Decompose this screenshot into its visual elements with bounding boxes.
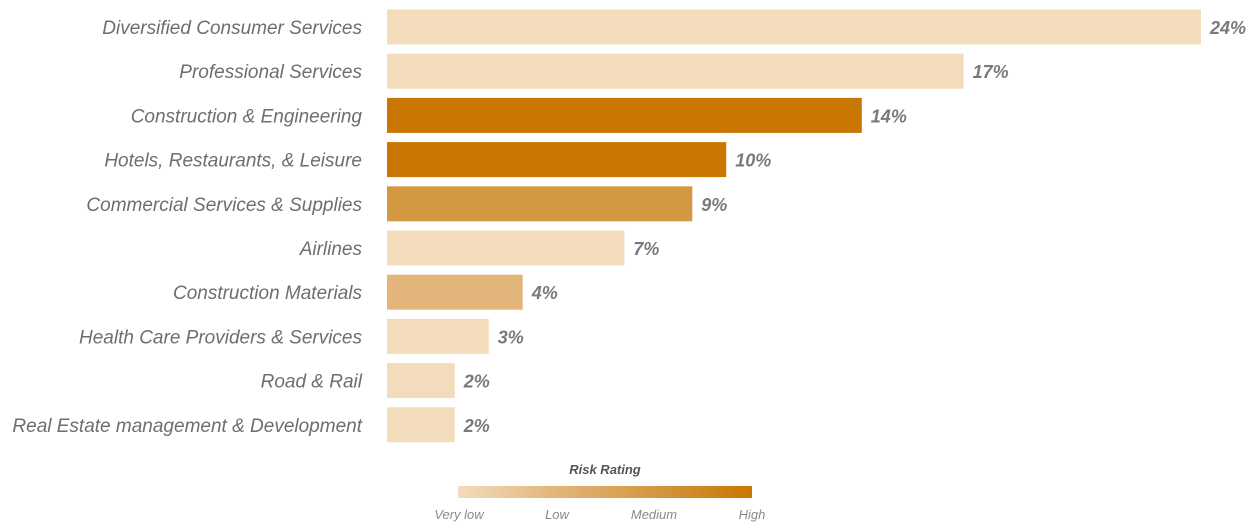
- value-label-real-estate-management-and-development: 2%: [463, 416, 490, 436]
- bar-commercial-services-and-supplies: [387, 186, 693, 222]
- bars-layer: [387, 9, 1201, 443]
- value-label-health-care-providers-and-services: 3%: [498, 327, 524, 347]
- bar-road-and-rail: [387, 363, 455, 399]
- category-label-health-care-providers-and-services: Health Care Providers & Services: [79, 327, 362, 348]
- value-label-road-and-rail: 2%: [463, 372, 490, 392]
- bar-construction-materials: [387, 274, 523, 310]
- legend-tick-low: Low: [545, 507, 570, 522]
- value-label-construction-materials: 4%: [531, 283, 558, 303]
- value-label-commercial-services-and-supplies: 9%: [701, 195, 727, 215]
- bar-diversified-consumer-services: [387, 9, 1201, 45]
- value-label-diversified-consumer-services: 24%: [1209, 18, 1246, 38]
- category-label-road-and-rail: Road & Rail: [261, 372, 363, 393]
- legend-tick-very-low: Very low: [434, 507, 485, 522]
- category-label-commercial-services-and-supplies: Commercial Services & Supplies: [86, 195, 362, 216]
- bar-construction-and-engineering: [387, 97, 862, 133]
- value-label-construction-and-engineering: 14%: [871, 106, 907, 126]
- bar-professional-services: [387, 53, 964, 89]
- value-label-airlines: 7%: [633, 239, 659, 259]
- legend-tick-labels: Very low Low Medium High: [434, 507, 765, 522]
- category-labels: Diversified Consumer Services Professiona…: [12, 18, 362, 437]
- value-label-professional-services: 17%: [973, 62, 1009, 82]
- legend-gradient-bar: [458, 486, 752, 498]
- legend-title: Risk Rating: [569, 462, 641, 477]
- category-label-real-estate-management-and-development: Real Estate management & Development: [12, 416, 362, 437]
- bar-real-estate-management-and-development: [387, 407, 455, 443]
- bar-airlines: [387, 230, 625, 266]
- value-label-hotels-restaurants-and-leisure: 10%: [735, 151, 771, 171]
- category-label-hotels-restaurants-and-leisure: Hotels, Restaurants, & Leisure: [104, 151, 362, 172]
- value-labels: 24% 17% 14% 10% 9% 7% 4% 3% 2% 2%: [463, 18, 1246, 436]
- category-label-construction-materials: Construction Materials: [173, 283, 363, 304]
- category-label-diversified-consumer-services: Diversified Consumer Services: [102, 18, 362, 39]
- risk-rating-legend: Risk Rating Very low Low Medium High: [434, 462, 765, 522]
- bar-health-care-providers-and-services: [387, 318, 489, 354]
- category-label-construction-and-engineering: Construction & Engineering: [131, 106, 363, 127]
- legend-tick-medium: Medium: [631, 507, 677, 522]
- bar-hotels-restaurants-and-leisure: [387, 142, 727, 178]
- category-label-professional-services: Professional Services: [179, 62, 362, 83]
- legend-tick-high: High: [739, 507, 766, 522]
- category-label-airlines: Airlines: [299, 239, 363, 260]
